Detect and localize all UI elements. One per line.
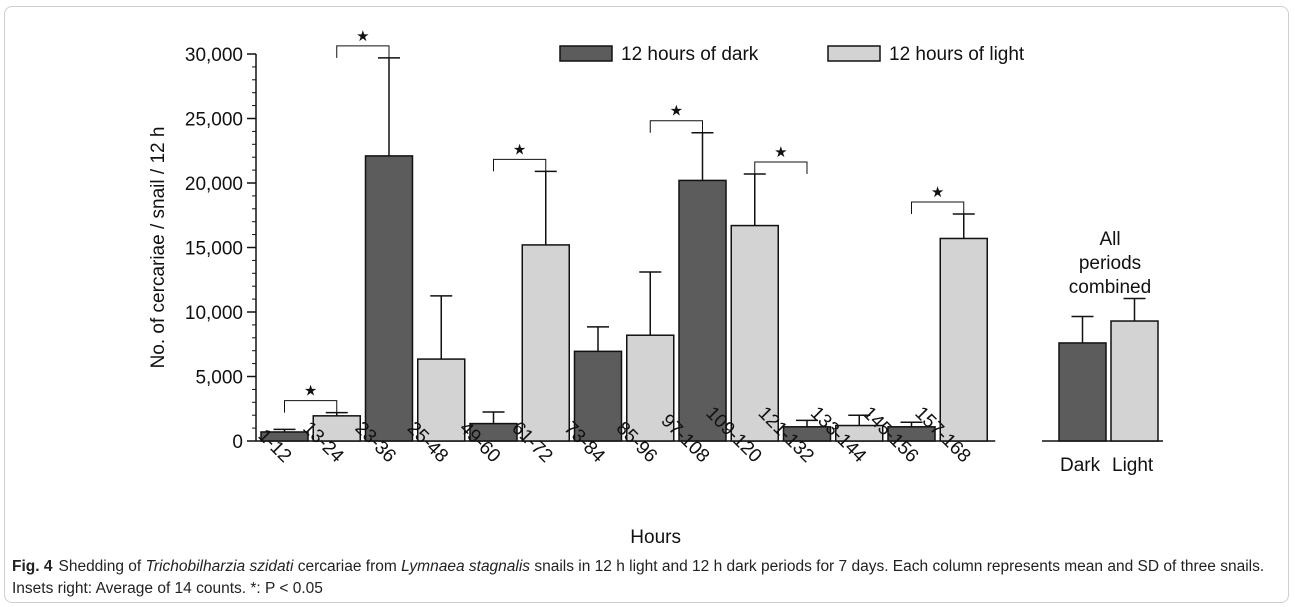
inset-title-line: periods xyxy=(1079,253,1141,274)
legend-label-light: 12 hours of light xyxy=(889,44,1025,65)
significance-bracket xyxy=(493,158,547,172)
significance-bracket xyxy=(284,400,338,413)
figure-frame xyxy=(4,6,1289,603)
y-tick-label: 30,000 xyxy=(185,45,243,66)
bar-13-24 xyxy=(312,415,361,442)
bar-109-120 xyxy=(730,224,779,442)
inset-title-line: All xyxy=(1099,229,1120,250)
y-tick-label: 0 xyxy=(232,432,243,453)
x-axis-label: Hours xyxy=(630,527,681,548)
significance-star: ★ xyxy=(931,184,944,201)
y-tick-label: 20,000 xyxy=(185,174,243,195)
significance-bracket xyxy=(649,120,703,133)
caption-text-3: snails in 12 h light and 12 h dark perio… xyxy=(12,558,1265,597)
y-tick-label: 15,000 xyxy=(185,239,243,260)
bar-85-96 xyxy=(626,334,675,442)
significance-star: ★ xyxy=(774,144,787,161)
y-axis-label: No. of cercariae / snail / 12 h xyxy=(148,127,169,369)
bar-61-72 xyxy=(521,244,570,442)
inset-bar-dark xyxy=(1058,342,1107,442)
significance-star: ★ xyxy=(356,28,369,45)
bar-157-168 xyxy=(939,237,988,442)
inset-x-tick-label: Dark xyxy=(1060,455,1101,476)
y-tick-label: 5,000 xyxy=(195,368,243,389)
inset-bar-light xyxy=(1110,320,1159,442)
figure-caption: Fig. 4 Shedding of Trichobilharzia szidat… xyxy=(12,556,1277,600)
inset-x-tick-label: Light xyxy=(1112,455,1154,476)
significance-bracket xyxy=(911,201,965,214)
figure-label: Fig. 4 xyxy=(12,558,53,575)
inset-title-line: combined xyxy=(1069,277,1151,298)
y-tick-label: 10,000 xyxy=(185,303,243,324)
caption-species-2: Lymnaea stagnalis xyxy=(401,558,531,575)
bar-73-84 xyxy=(573,350,623,442)
significance-star: ★ xyxy=(304,383,317,400)
significance-bracket xyxy=(754,161,808,174)
significance-bracket xyxy=(336,45,390,58)
significance-star: ★ xyxy=(670,103,683,120)
caption-species-1: Trichobilharzia szidati xyxy=(145,558,294,575)
y-tick-label: 25,000 xyxy=(185,110,243,131)
legend-label-dark: 12 hours of dark xyxy=(621,44,759,65)
caption-text-2: cercariae from xyxy=(293,558,402,575)
bar-chart: 0 5,000 10,000 15,000 20,000 25,000 30,000 No. … xyxy=(148,28,1163,548)
bar-23-36 xyxy=(364,155,414,442)
significance-star: ★ xyxy=(513,141,526,158)
bar-25-48 xyxy=(417,358,466,442)
caption-text-1: Shedding of xyxy=(58,558,146,575)
legend-swatch-dark xyxy=(559,45,613,62)
legend-swatch-light xyxy=(827,45,881,62)
bar-97-108 xyxy=(678,179,727,442)
